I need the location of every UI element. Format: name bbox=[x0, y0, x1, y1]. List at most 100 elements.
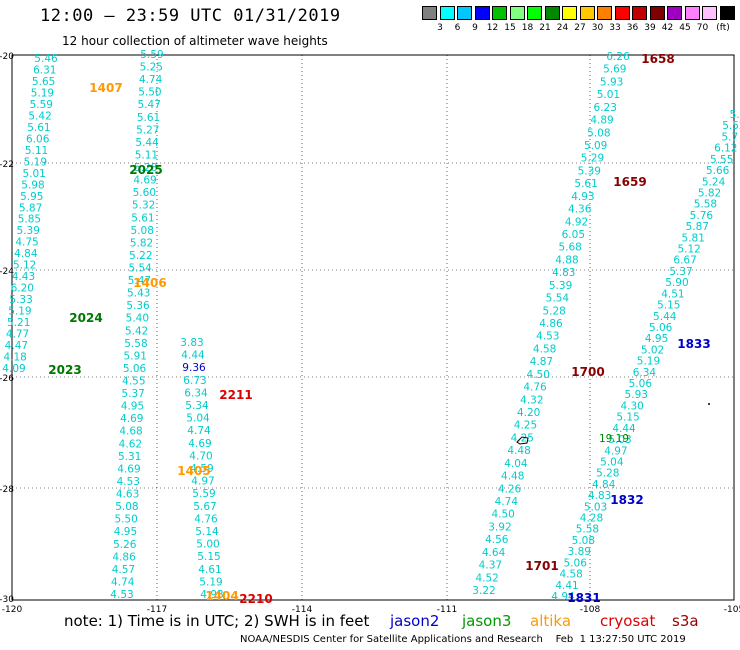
legend-swatch bbox=[649, 6, 665, 20]
wave-height-value: 6.20 bbox=[11, 283, 34, 295]
wave-height-value: 4.09 bbox=[2, 363, 25, 375]
wave-height-value: 5.19 bbox=[199, 576, 222, 588]
wave-height-value: 5.42 bbox=[125, 325, 148, 337]
wave-height-value: 5.65 bbox=[32, 76, 55, 88]
pass-time-label: 2211 bbox=[219, 388, 252, 402]
wave-height-value: 5.15 bbox=[197, 551, 220, 563]
wave-height-value: 5.33 bbox=[9, 294, 32, 306]
wave-height-value: 5.03 bbox=[608, 434, 631, 446]
wave-height-value: 5.37 bbox=[669, 266, 692, 278]
wave-height-value: 5.76 bbox=[690, 210, 714, 222]
wave-height-value: 5.08 bbox=[572, 535, 595, 547]
wave-height-value: 5.19 bbox=[24, 156, 47, 168]
lat-label: -24 bbox=[0, 267, 14, 277]
wave-height-value: 5.52 bbox=[722, 120, 740, 132]
wave-height-value: 4.51 bbox=[661, 288, 684, 300]
lon-label: -108 bbox=[580, 605, 601, 615]
lon-label: -111 bbox=[437, 605, 457, 615]
wave-height-value: 4.95 bbox=[645, 333, 668, 345]
wave-height-value: 4.56 bbox=[485, 534, 509, 546]
wave-height-value: 5.61 bbox=[27, 122, 50, 134]
wave-height-value: 5.55 bbox=[710, 154, 733, 166]
lon-label: -117 bbox=[147, 605, 167, 615]
wave-height-value: 5.06 bbox=[564, 557, 588, 569]
wave-height-value: 5.43 bbox=[127, 288, 150, 300]
wave-height-value: 6.34 bbox=[633, 367, 657, 379]
lat-label: -28 bbox=[0, 485, 14, 495]
wave-height-value: 5.98 bbox=[21, 179, 44, 191]
wave-height-value: 5.60 bbox=[133, 187, 156, 199]
wave-height-value: 4.97 bbox=[191, 476, 214, 488]
legend-label: (ft) bbox=[716, 23, 730, 33]
wave-height-value: 4.83 bbox=[588, 490, 611, 502]
units-note: note: 1) Time is in UTC; 2) SWH is in fe… bbox=[64, 612, 370, 630]
legend-swatch bbox=[702, 6, 717, 20]
legend-swatch bbox=[597, 6, 612, 20]
wave-height-value: 5.90 bbox=[665, 277, 688, 289]
wave-height-value: 5.11 bbox=[25, 145, 48, 157]
wave-height-value: 4.69 bbox=[188, 438, 211, 450]
wave-height-value: 4.92 bbox=[565, 216, 588, 228]
wave-height-value: 4.84 bbox=[592, 479, 616, 491]
wave-height-value: 9.36 bbox=[182, 362, 206, 374]
pass-time-label: 1404 bbox=[205, 589, 238, 603]
wave-height-value: 5.91 bbox=[124, 350, 147, 362]
pass-time-label: 2210 bbox=[239, 592, 272, 606]
wave-height-value: 5.61 bbox=[137, 112, 160, 124]
wave-height-value: 5.93 bbox=[625, 389, 648, 401]
wave-height-value: 5.19 bbox=[31, 87, 54, 99]
lon-label: -105 bbox=[724, 605, 740, 615]
wave-height-value: 4.84 bbox=[14, 248, 38, 260]
wave-height-value: 4.94 bbox=[551, 591, 575, 603]
wave-height-value: 4.47 bbox=[5, 340, 28, 352]
credit-line: NOAA/NESDIS Center for Satellite Applica… bbox=[240, 634, 686, 645]
wave-height-value: 5.22 bbox=[129, 250, 152, 262]
wave-height-value: 5.24 bbox=[702, 176, 726, 188]
wave-height-value: 5.82 bbox=[698, 187, 721, 199]
wave-height-value: 4.37 bbox=[479, 560, 502, 572]
pass-time-label: 1701 bbox=[525, 559, 558, 573]
wave-height-value: 5.19 bbox=[637, 356, 660, 368]
pass-time-label: 1833 bbox=[677, 337, 710, 351]
wave-height-value: 6.67 bbox=[673, 255, 696, 267]
wave-height-value: 4.41 bbox=[555, 580, 578, 592]
wave-height-value: 6.12 bbox=[714, 143, 737, 155]
dot-marker bbox=[708, 403, 710, 405]
wave-height-value: 4.61 bbox=[198, 564, 221, 576]
wave-height-value: 5.95 bbox=[20, 191, 43, 203]
legend-label: 3 bbox=[437, 23, 443, 33]
wave-height-value: 4.36 bbox=[568, 204, 592, 216]
wave-height-value: 4.69 bbox=[133, 175, 156, 187]
wave-height-value: 5.11 bbox=[135, 149, 158, 161]
legend-swatch bbox=[684, 6, 700, 20]
page-title: 12:00 – 23:59 UTC 01/31/2019 bbox=[40, 6, 341, 26]
wave-height-value: 5.36 bbox=[126, 300, 150, 312]
legend-label: 21 bbox=[539, 23, 551, 33]
wave-height-value: 6.73 bbox=[183, 375, 206, 387]
wave-height-value: 3.22 bbox=[472, 585, 495, 597]
wave-height-value: 4.58 bbox=[533, 343, 556, 355]
wave-height-value: 4.44 bbox=[612, 423, 636, 435]
wave-height-value: 4.69 bbox=[120, 413, 143, 425]
wave-height-value: 4.64 bbox=[482, 547, 506, 559]
wave-height-value: 4.89 bbox=[590, 115, 613, 127]
wave-height-value: 4.63 bbox=[116, 489, 139, 501]
pass-time-label: 2023 bbox=[48, 363, 81, 377]
legend-swatch bbox=[544, 6, 560, 20]
wave-height-value: 5.04 bbox=[600, 456, 624, 468]
wave-height-value: 5.66 bbox=[706, 165, 730, 177]
wave-height-value: 4.86 bbox=[539, 318, 563, 330]
wave-height-value: 5.08 bbox=[587, 127, 610, 139]
wave-height-value: 5.04 bbox=[186, 413, 210, 425]
wave-height-value: 4.93 bbox=[571, 191, 594, 203]
wave-height-value: 5.00 bbox=[196, 539, 219, 551]
legend-swatch bbox=[614, 6, 630, 20]
wave-height-value: 5.68 bbox=[558, 242, 581, 254]
wave-height-value: 5.34 bbox=[185, 400, 209, 412]
legend-label: 24 bbox=[556, 23, 569, 33]
legend-swatch bbox=[719, 6, 735, 20]
wave-height-value: 3.92 bbox=[488, 521, 511, 533]
wave-height-value: 6.26 bbox=[606, 51, 630, 63]
legend-swatch bbox=[492, 6, 507, 20]
